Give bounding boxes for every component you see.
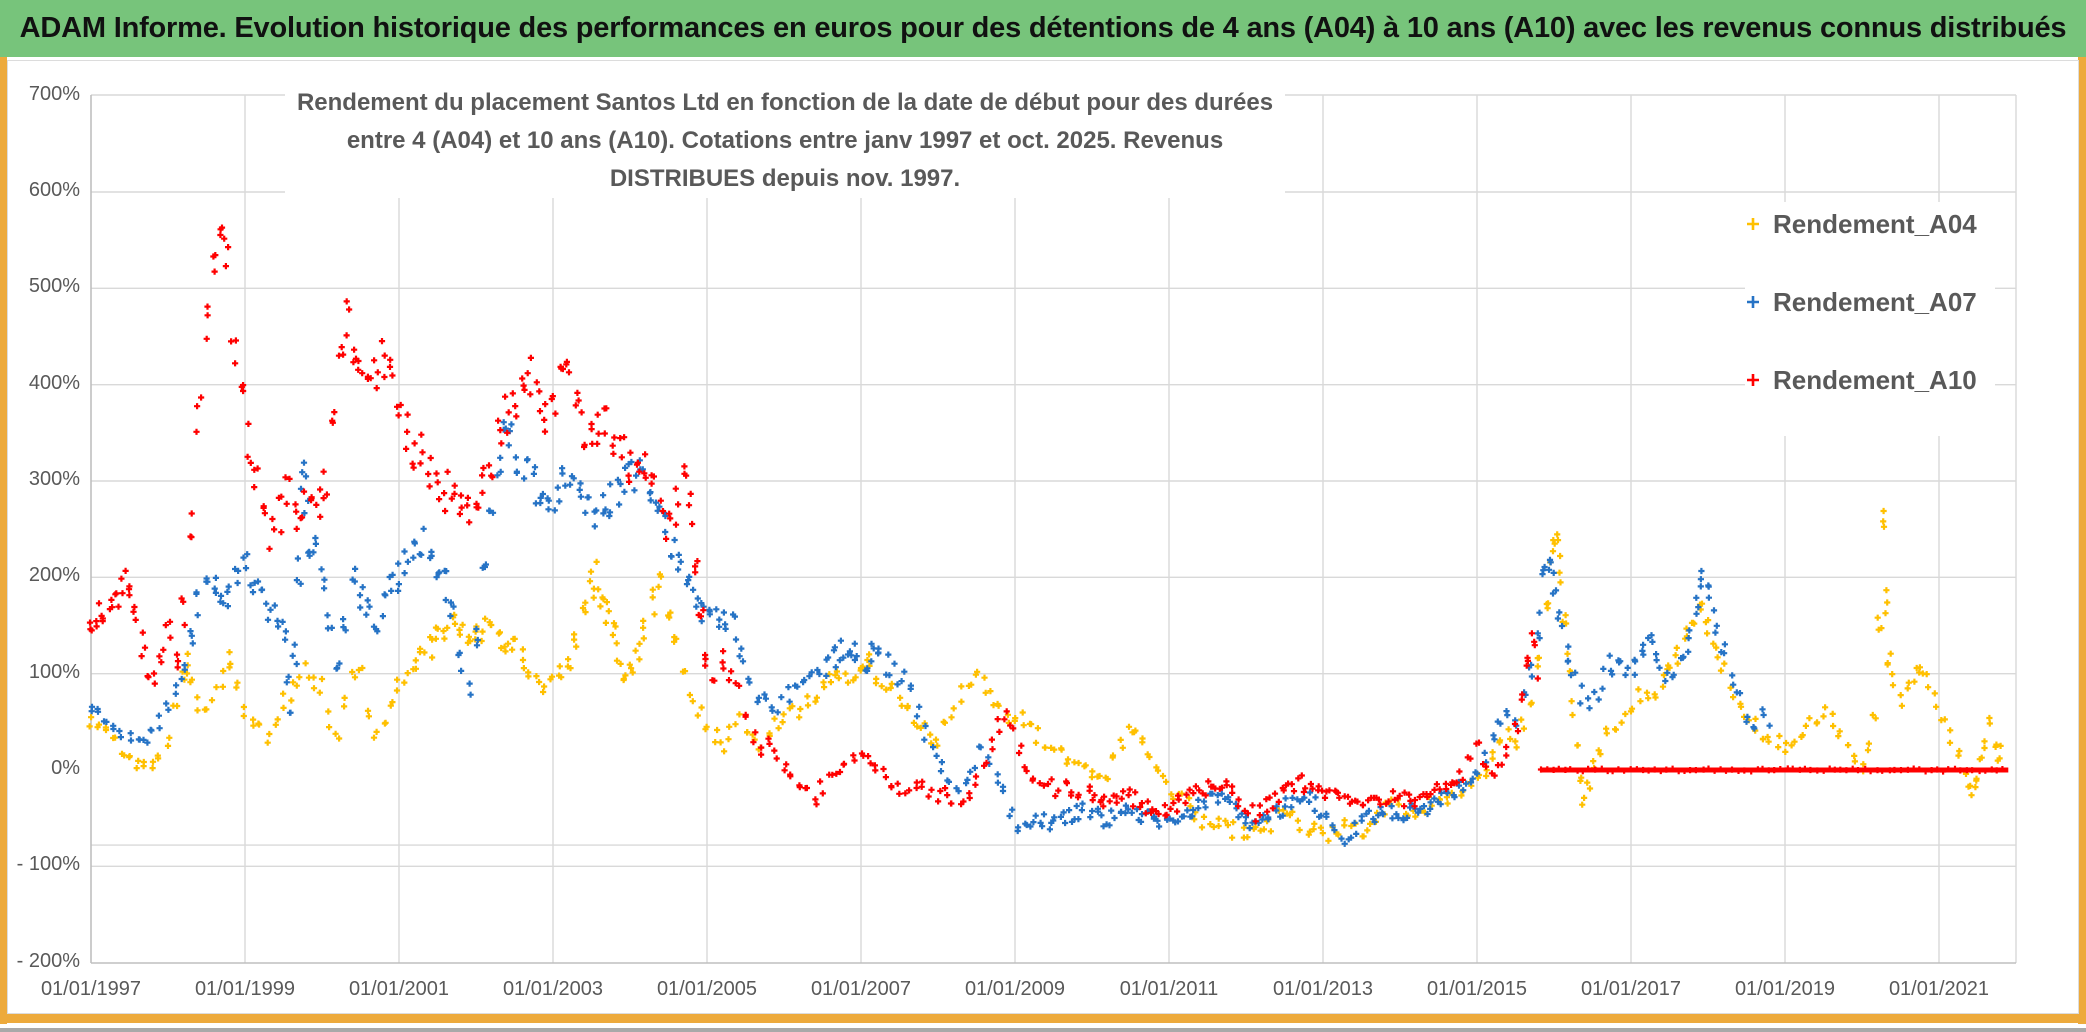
y-axis-label: 200% [28,564,80,587]
x-axis-label: 01/01/1997 [40,978,142,1000]
axis-lines [90,95,2016,964]
chart-title: Rendement du placement Santos Ltd en fon… [285,84,1285,198]
gold-frame-bottom [0,1013,2086,1023]
series-rendement-a10 [86,224,2009,825]
bottom-edge-strip [0,1028,2086,1032]
x-axis-label: 01/01/2017 [1580,978,1682,1000]
gridlines [91,94,2017,963]
chart-area [7,60,2079,1014]
plus-marker-icon [1747,374,1759,386]
x-axis-label: 01/01/2021 [1888,978,1990,1000]
x-axis-label: 01/01/2001 [348,978,450,1000]
x-axis-label: 01/01/2019 [1734,978,1836,1000]
plus-marker-icon [1747,296,1759,308]
x-axis-label: 01/01/2007 [810,978,912,1000]
y-axis-label: 300% [28,468,80,490]
banner-title: ADAM Informe. Evolution historique des p… [19,12,2067,44]
y-axis-label: 700% [28,82,80,105]
y-axis-label: 500% [28,275,80,298]
chart-title-line2: entre 4 (A04) et 10 ans (A10). Cotations… [346,127,1224,192]
x-axis-label: 01/01/2009 [964,978,1066,1000]
legend-item-label: Rendement_A10 [1773,364,1977,395]
legend-item-label: Rendement_A07 [1773,286,1977,317]
legend-item-rendement-a04: Rendement_A04 [1745,202,1995,246]
x-axis-label: 01/01/2015 [1426,978,1528,1000]
x-axis-label: 01/01/2003 [502,978,604,1000]
legend-item-rendement-a07: Rendement_A07 [1745,280,1995,324]
y-axis-label: 0% [51,757,80,779]
series-rendement-a07 [88,419,1773,847]
legend-item-rendement-a10: Rendement_A10 [1745,358,1995,402]
y-axis-label: 600% [28,179,80,202]
banner: ADAM Informe. Evolution historique des p… [0,0,2086,57]
gold-frame-right [2078,0,2086,1024]
x-axis-label: 01/01/2011 [1119,978,1219,1000]
gold-frame-left [0,44,7,1024]
x-axis-label: 01/01/2013 [1272,978,1374,1000]
series-rendement-a04 [86,507,2004,844]
y-axis-label: - 200% [16,949,80,972]
plus-marker-icon [1747,218,1759,230]
chart-title-line1: Rendement du placement Santos Ltd en fon… [296,89,1274,116]
legend-item-label: Rendement_A04 [1773,208,1977,239]
x-axis-label: 01/01/2005 [656,978,758,1000]
y-axis-label: 100% [28,660,80,683]
legend: Rendement_A04 Rendement_A07 Rendement_A10 [1745,202,1995,436]
y-axis-label: 400% [28,371,80,394]
x-axis-label: 01/01/1999 [194,978,296,1000]
y-axis-label: - 100% [16,853,80,876]
